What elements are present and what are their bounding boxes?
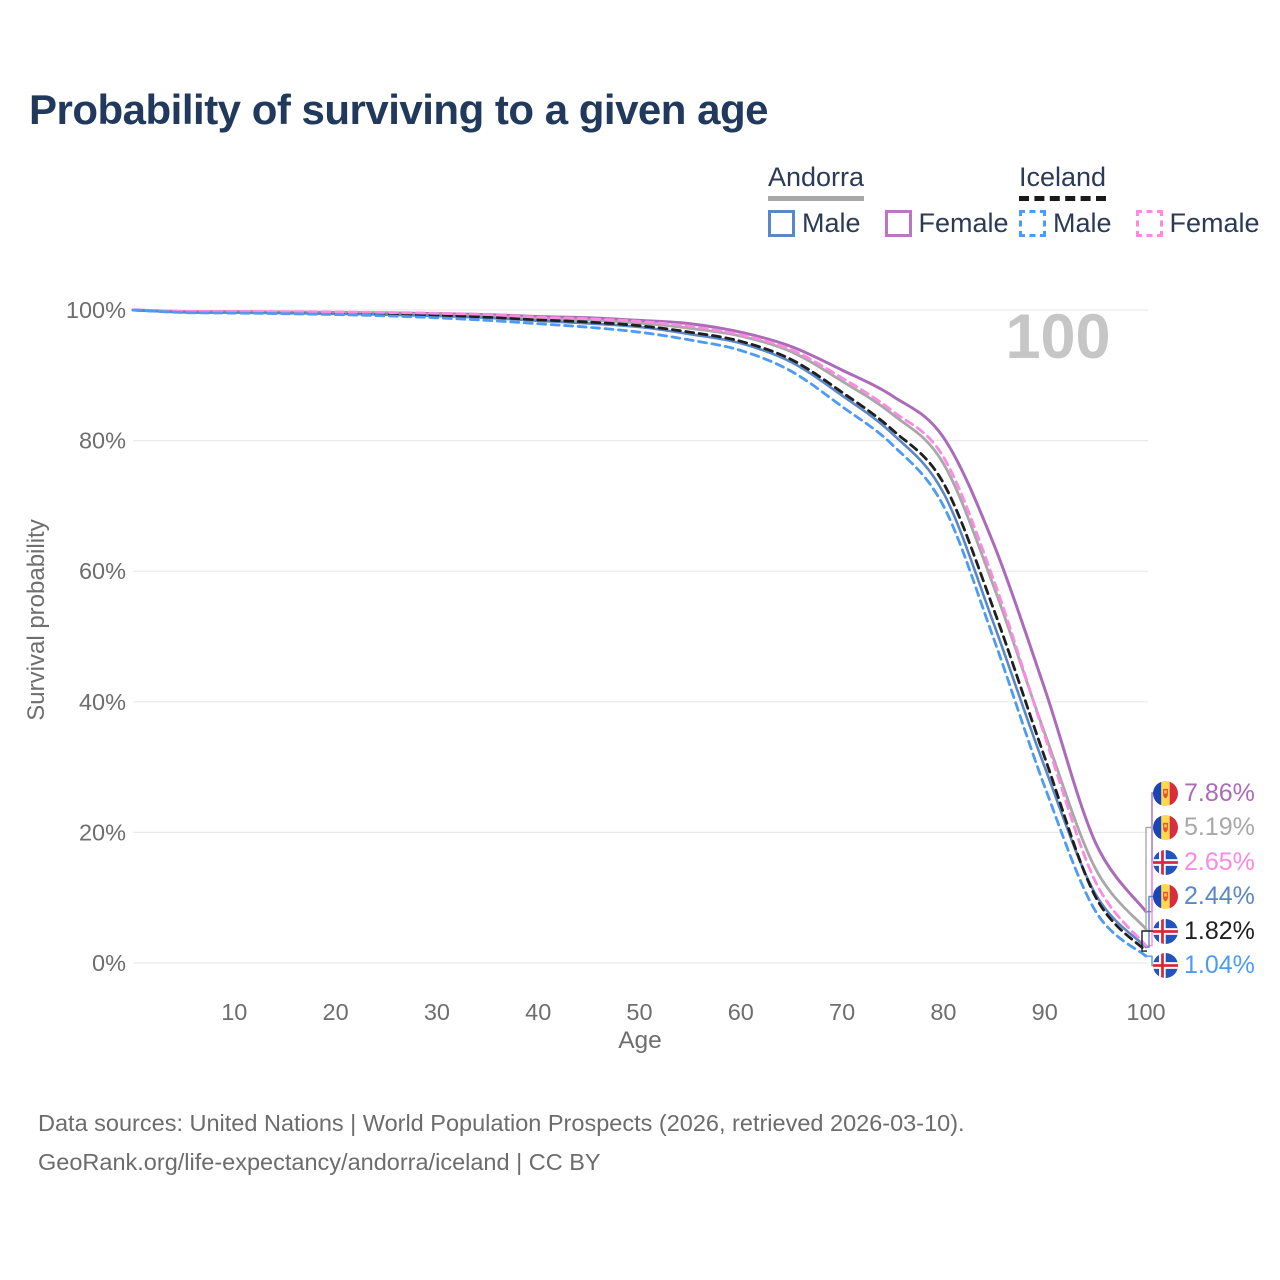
series-line-iceland-female[interactable] — [131, 308, 1148, 948]
series-line-andorra-both[interactable] — [131, 308, 1148, 931]
end-label-iceland-both: 1.82% — [1153, 916, 1255, 945]
iceland-male-swatch-icon — [1019, 210, 1046, 237]
end-label-andorra-male: 2.44% — [1153, 881, 1255, 910]
end-label-value: 7.86% — [1184, 778, 1255, 807]
iceland-flag-icon — [1153, 849, 1178, 875]
legend-country-andorra: Andorra — [768, 162, 865, 201]
andorra-flag-icon — [1153, 814, 1178, 840]
x-tick-label: 70 — [829, 999, 855, 1025]
end-label-andorra-female: 7.86% — [1153, 778, 1255, 807]
x-tick-label: 10 — [221, 999, 247, 1025]
age-watermark-label: 100 — [1005, 302, 1110, 372]
y-tick-label: 0% — [92, 950, 126, 976]
x-tick-label: 100 — [1126, 999, 1165, 1025]
end-label-value: 5.19% — [1184, 812, 1255, 841]
x-tick-label: 60 — [728, 999, 754, 1025]
end-label-connector — [1145, 826, 1154, 930]
legend-item-label: Male — [802, 208, 861, 238]
legend-item-iceland-female[interactable]: Female — [1135, 208, 1260, 239]
end-label-iceland-female: 2.65% — [1153, 847, 1255, 876]
y-tick-label: 80% — [79, 428, 126, 454]
legend-item-andorra-male[interactable]: Male — [768, 208, 861, 239]
series-line-iceland-male[interactable] — [131, 308, 1148, 958]
iceland-flag-icon — [1153, 918, 1178, 944]
data-sources-line: Data sources: United Nations | World Pop… — [38, 1110, 965, 1136]
x-tick-label: 30 — [424, 999, 450, 1025]
end-label-iceland-male: 1.04% — [1153, 950, 1255, 979]
iceland-female-swatch-icon — [1135, 210, 1163, 237]
legend-country-iceland: Iceland — [1019, 162, 1107, 201]
iceland-flag-icon — [1153, 952, 1178, 978]
andorra-flag-icon — [1153, 780, 1178, 806]
x-tick-label: 80 — [930, 999, 956, 1025]
x-axis-title: Age — [618, 1027, 662, 1054]
end-label-value: 2.44% — [1184, 881, 1255, 910]
y-tick-label: 100% — [66, 297, 126, 323]
y-axis-title: Survival probability — [23, 519, 50, 720]
end-label-connector — [1141, 930, 1154, 952]
legend-group-iceland: Iceland Male Female — [1019, 162, 1260, 239]
series-line-andorra-male[interactable] — [131, 308, 1148, 949]
andorra-female-swatch-icon — [884, 210, 912, 237]
y-tick-label: 40% — [79, 689, 126, 715]
end-label-connector — [1147, 895, 1154, 948]
y-tick-label: 60% — [79, 558, 126, 584]
legend-item-label: Male — [1053, 208, 1112, 238]
end-label-value: 1.82% — [1184, 916, 1255, 945]
x-tick-label: 50 — [626, 999, 652, 1025]
end-label-andorra-both: 5.19% — [1153, 812, 1255, 841]
andorra-male-swatch-icon — [768, 210, 795, 237]
attribution-line: GeoRank.org/life-expectancy/andorra/icel… — [38, 1149, 601, 1175]
x-tick-label: 40 — [525, 999, 551, 1025]
andorra-flag-icon — [1153, 883, 1178, 909]
y-tick-label: 20% — [79, 819, 126, 845]
legend-item-andorra-female[interactable]: Female — [884, 208, 1009, 239]
legend-item-label: Female — [1169, 208, 1260, 238]
series-line-iceland-both[interactable] — [131, 308, 1148, 953]
end-label-value: 1.04% — [1184, 950, 1255, 979]
legend-item-iceland-male[interactable]: Male — [1019, 208, 1112, 239]
x-tick-label: 20 — [323, 999, 349, 1025]
legend-group-andorra: Andorra Male Female — [768, 162, 1009, 239]
end-label-connector — [1147, 955, 1154, 967]
end-label-value: 2.65% — [1184, 847, 1255, 876]
x-tick-label: 90 — [1032, 999, 1058, 1025]
legend-item-label: Female — [918, 208, 1009, 238]
page-title: Probability of surviving to a given age — [29, 86, 768, 133]
footer: Data sources: United Nations | World Pop… — [38, 1104, 965, 1182]
